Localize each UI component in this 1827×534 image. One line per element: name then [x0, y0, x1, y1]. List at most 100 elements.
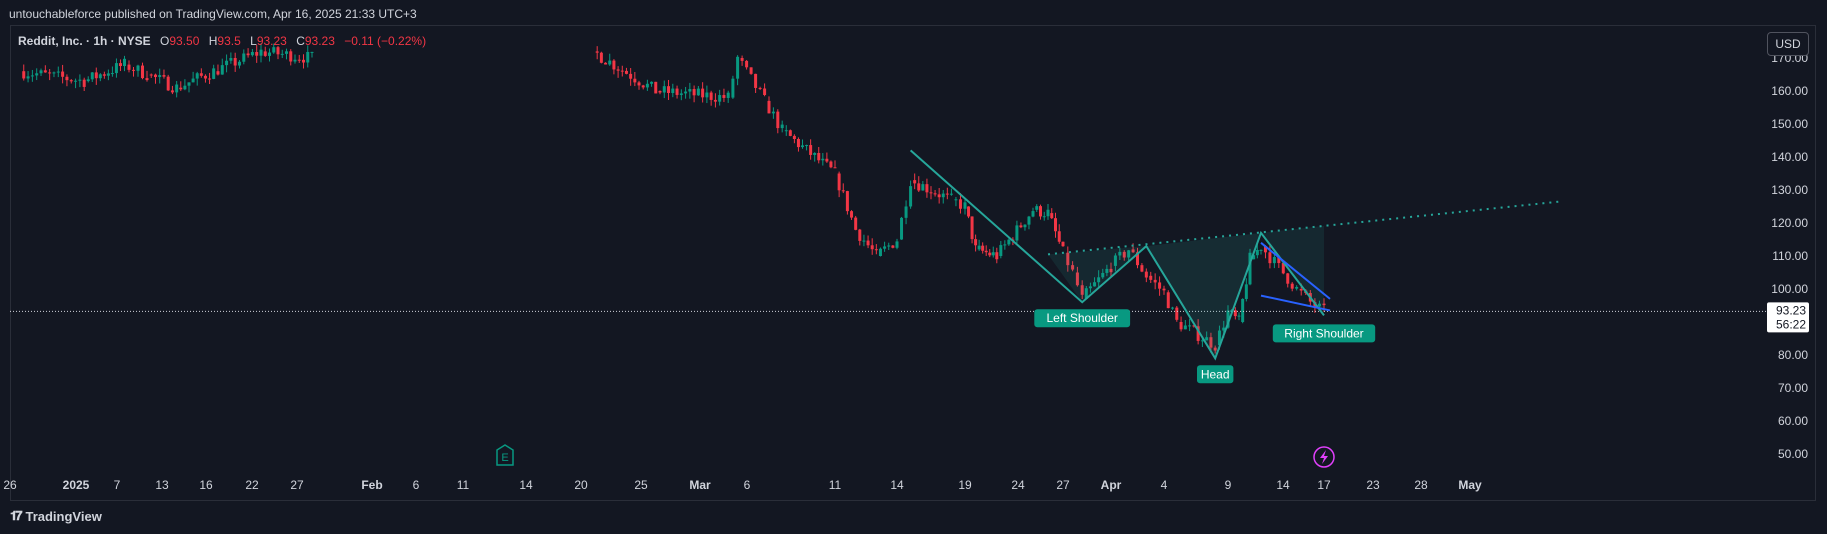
candle-body — [1007, 239, 1011, 245]
candle-body — [1066, 252, 1070, 266]
time-tick-label: 22 — [245, 478, 259, 492]
candle-body — [1080, 285, 1084, 295]
candle-body — [289, 51, 293, 62]
time-axis[interactable]: 26 2025 7 13 16 22 27 Feb 6 11 14 20 25 Mar 6 11 14 19 24 2… — [3, 478, 1482, 492]
candle-body — [255, 52, 259, 56]
head-and-shoulders-pattern[interactable]: Left Shoulder Head Right Shoulder — [909, 149, 1561, 384]
brand-name: TradingView — [25, 508, 102, 524]
chart-events[interactable]: E — [496, 444, 1335, 468]
time-tick-label: 11 — [457, 478, 470, 492]
candle-body — [1263, 246, 1267, 253]
earnings-badge-shape — [496, 444, 514, 466]
footer — [0, 501, 1827, 534]
earnings-icon: E — [496, 444, 514, 466]
candle-body — [671, 88, 675, 93]
price-axis[interactable]: 50.0060.0070.0080.0090.00100.00110.00120… — [1771, 51, 1808, 461]
time-tick-label: 11 — [829, 478, 842, 492]
time-tick-label: May — [1458, 478, 1482, 492]
candle-body — [788, 130, 792, 136]
candle-body — [684, 91, 688, 94]
publisher-line: untouchableforce published on TradingVie… — [9, 7, 417, 21]
candle-body — [958, 199, 962, 209]
candle-body — [841, 190, 845, 192]
label-text: Left Shoulder — [1047, 311, 1118, 325]
candle-body — [767, 100, 771, 114]
candle-body — [1118, 251, 1122, 256]
time-tick-label: 13 — [155, 478, 169, 492]
chart-frame[interactable] — [10, 25, 1816, 501]
candle-body — [191, 78, 195, 83]
candle-body — [141, 65, 144, 79]
candle-body — [1054, 218, 1057, 232]
candle-body — [1188, 325, 1192, 327]
head-label: Head — [1197, 365, 1234, 384]
candle-body — [809, 145, 813, 155]
candle-body — [1233, 310, 1237, 317]
time-tick-label: 6 — [744, 478, 751, 492]
candle-body — [56, 71, 60, 73]
candle-body — [1183, 325, 1187, 330]
candle-body — [1131, 249, 1135, 253]
candle-body — [1057, 231, 1061, 242]
candle-body — [149, 74, 153, 76]
time-tick-label: 14 — [519, 478, 533, 492]
candle-body — [1149, 275, 1153, 280]
candle-body — [52, 72, 56, 74]
candle-body — [817, 152, 821, 161]
candle-body — [132, 69, 135, 71]
candle-body — [758, 87, 762, 89]
lightning-bolt — [1320, 450, 1328, 464]
candle-body — [1171, 307, 1175, 309]
candle-body — [895, 241, 899, 248]
candle-body — [293, 59, 297, 62]
candle-body — [763, 88, 767, 95]
candle-body — [595, 51, 599, 53]
open-label: O — [160, 34, 170, 48]
low-value: 93.23 — [256, 34, 287, 48]
candle-body — [280, 53, 284, 55]
candle-body — [937, 194, 941, 198]
time-tick-label: 28 — [1414, 478, 1428, 492]
candle-body — [963, 202, 967, 209]
label-text: Head — [1201, 367, 1230, 381]
time-tick-label: 20 — [574, 478, 588, 492]
candle-body — [82, 79, 86, 87]
candle-body — [784, 130, 788, 132]
candle-body — [696, 88, 700, 96]
price-tag-background — [1767, 302, 1809, 333]
candle-body — [954, 199, 958, 201]
candle-body — [1144, 271, 1148, 278]
candle-body — [1226, 310, 1230, 328]
candle-body — [208, 78, 212, 80]
candle-body — [801, 145, 805, 148]
candle-body — [237, 61, 241, 66]
candle-body — [106, 73, 110, 76]
candle-body — [1322, 303, 1326, 306]
candle-body — [250, 52, 254, 56]
currency-button[interactable]: USD — [1767, 32, 1809, 56]
tradingview-logo[interactable]: 𝟏𝟕 TradingView — [10, 508, 102, 524]
candle-body — [1042, 216, 1046, 218]
candle-body — [650, 81, 654, 84]
candle-body — [736, 56, 740, 79]
candle-body — [65, 76, 69, 81]
candle-body — [641, 85, 645, 88]
candle-body — [904, 206, 908, 218]
candle-body — [740, 58, 744, 61]
left-shoulder-label: Left Shoulder — [1034, 309, 1131, 328]
time-tick-label: 14 — [1276, 478, 1290, 492]
price-tick-label: 60.00 — [1778, 414, 1808, 428]
high-label: H — [208, 34, 218, 48]
label-background — [1034, 309, 1131, 328]
time-tick-label: 7 — [114, 478, 121, 492]
label-background — [1272, 324, 1376, 343]
candle-body — [637, 82, 641, 86]
price-tick-label: 130.00 — [1771, 183, 1808, 197]
candle-body — [675, 88, 679, 95]
candle-body — [745, 60, 749, 68]
candle-body — [1027, 216, 1031, 225]
candle-body — [845, 191, 849, 212]
label-text: Right Shoulder — [1284, 326, 1363, 340]
candle-body — [805, 145, 809, 147]
